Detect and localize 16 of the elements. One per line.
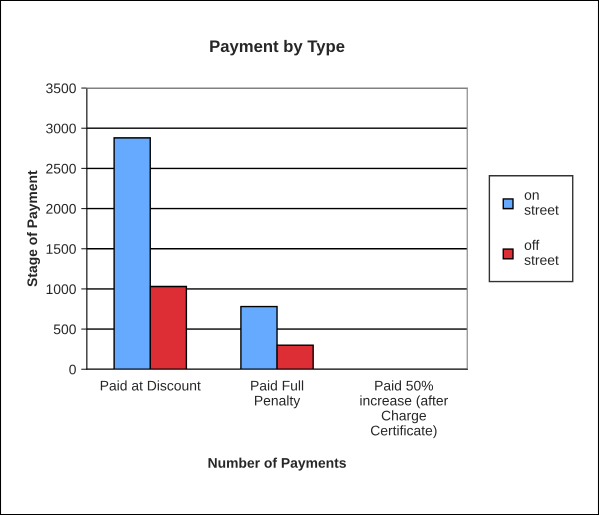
y-tick-label: 1000 [46,284,76,294]
y-tick-label: 2000 [46,204,76,214]
chart-title: Payment by Type [210,40,344,56]
y-tick-label: 1500 [46,244,76,254]
x-tick-label: Paid at Discount [100,380,201,391]
x-tick-label: Paid 50% increase (after Charge Certificate) [360,380,448,438]
legend-label: on street [524,192,559,215]
legend-label: off street [524,240,559,265]
y-tick-label: 500 [54,324,76,334]
x-axis-title: Number of Payments [208,458,346,471]
y-tick-label: 3000 [46,124,76,134]
x-tick-label: Paid Full Penalty [251,380,304,408]
y-tick-label: 2500 [46,164,76,174]
y-axis-title: Stage of Payment [26,170,40,287]
y-tick-label: 3500 [46,83,76,94]
y-tick-label: 0 [69,364,76,374]
